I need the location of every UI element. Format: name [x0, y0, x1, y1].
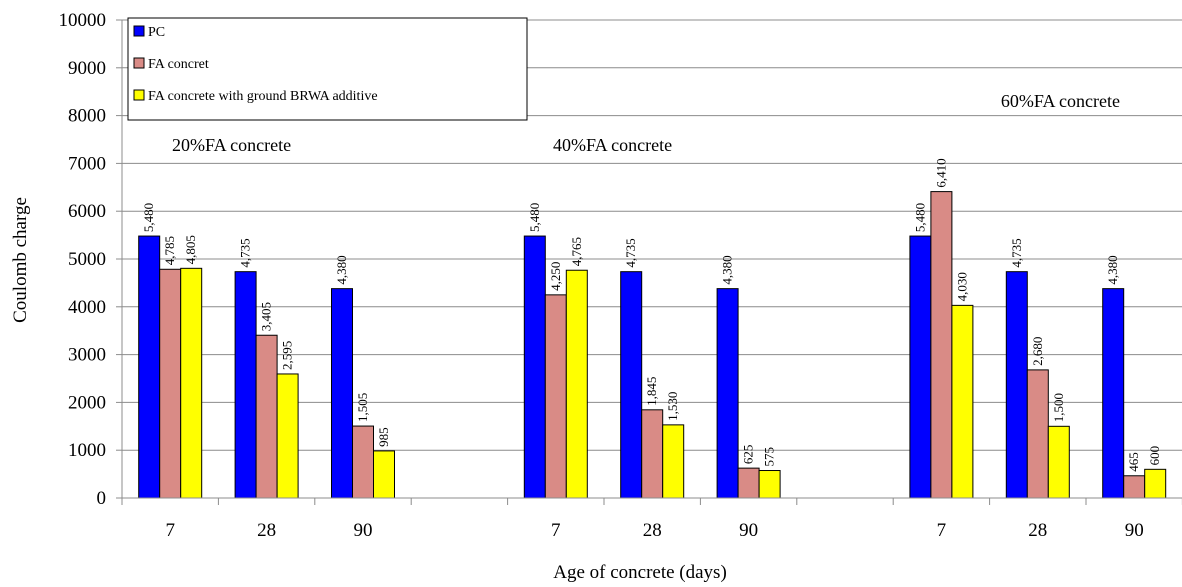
y-axis-title: Coulomb charge — [10, 197, 31, 323]
bar — [1144, 468, 1167, 499]
data-label: 4,250 — [548, 262, 563, 291]
y-tick-label: 9000 — [68, 58, 106, 79]
x-tick-label: 90 — [354, 520, 373, 541]
x-tick-label: 28 — [257, 520, 276, 541]
data-label: 4,380 — [1105, 255, 1120, 284]
y-tick-label: 4000 — [68, 297, 106, 318]
data-label: 5,480 — [527, 203, 542, 232]
data-label: 4,735 — [238, 238, 253, 267]
bar — [331, 288, 353, 499]
bar — [138, 235, 161, 499]
data-label: 2,680 — [1030, 337, 1045, 366]
data-label: 600 — [1147, 446, 1162, 466]
y-tick-label: 1000 — [68, 440, 106, 461]
bar — [159, 268, 182, 499]
data-label: 6,410 — [933, 158, 948, 187]
data-label: 575 — [762, 447, 777, 467]
data-label: 4,785 — [162, 236, 177, 265]
bar — [909, 235, 932, 499]
bar — [255, 334, 278, 499]
legend-label: FA concret — [148, 57, 209, 72]
legend-box — [127, 17, 528, 121]
legend: PC FA concret FA concrete with ground BRWA… — [127, 17, 528, 121]
bar — [620, 271, 643, 499]
bar — [1123, 475, 1146, 499]
labels-layer: 5,480 4,785 4,805 4,735 3,405 2,595 4,380 1,505… — [141, 91, 1162, 472]
x-tick-label: 90 — [739, 520, 758, 541]
legend-swatch — [133, 89, 145, 101]
data-label: 1,845 — [644, 377, 659, 406]
axes: 0 1000 2000 3000 4000 5000 6000 7000 8000 9000 100… — [59, 10, 1182, 541]
bar — [1026, 369, 1049, 499]
legend-swatch — [133, 57, 145, 69]
x-tick-label: 7 — [165, 520, 175, 541]
legend-label: PC — [148, 25, 165, 40]
data-label: 5,480 — [912, 203, 927, 232]
bar — [565, 269, 588, 499]
bar — [641, 409, 664, 499]
bar — [758, 470, 781, 499]
data-label: 4,735 — [1009, 238, 1024, 267]
data-label: 625 — [741, 445, 756, 465]
bar — [523, 235, 546, 499]
data-label: 4,030 — [954, 272, 969, 301]
data-label: 4,805 — [183, 235, 198, 264]
bar — [352, 425, 374, 499]
legend-label: FA concrete with ground BRWA additive — [148, 89, 378, 104]
data-label: 3,405 — [259, 302, 274, 331]
y-tick-label: 3000 — [68, 345, 106, 366]
bar — [951, 304, 974, 499]
x-tick-label: 28 — [643, 520, 662, 541]
y-tick-label: 8000 — [68, 106, 106, 127]
y-tick-label: 5000 — [68, 249, 106, 270]
data-label: 4,735 — [623, 238, 638, 267]
x-tick-label: 7 — [551, 520, 561, 541]
data-label: 985 — [376, 427, 391, 447]
bar — [180, 267, 203, 499]
data-label: 4,380 — [334, 255, 349, 284]
data-label: 4,765 — [569, 237, 584, 266]
data-label: 1,530 — [665, 392, 680, 421]
group-label: 20%FA concrete — [172, 135, 291, 155]
bar — [276, 373, 299, 499]
y-tick-label: 10000 — [59, 10, 107, 31]
y-tick-label: 6000 — [68, 201, 106, 222]
bar — [930, 191, 953, 499]
bar — [373, 450, 395, 499]
gridlines — [122, 19, 1182, 451]
bar — [662, 424, 685, 499]
data-label: 1,505 — [355, 393, 370, 422]
x-tick-label: 28 — [1028, 520, 1047, 541]
bar — [1047, 425, 1070, 499]
x-tick-label: 90 — [1125, 520, 1144, 541]
bars-layer — [138, 191, 1167, 499]
data-label: 2,595 — [280, 341, 295, 370]
data-label: 1,500 — [1051, 393, 1066, 422]
data-label: 4,380 — [720, 255, 735, 284]
bar — [716, 288, 739, 499]
x-tick-label: 7 — [937, 520, 947, 541]
bar — [1005, 271, 1028, 499]
data-label: 5,480 — [141, 203, 156, 232]
y-tick-label: 2000 — [68, 392, 106, 413]
legend-swatch — [133, 25, 145, 37]
group-label: 60%FA concrete — [1001, 91, 1120, 111]
bar — [544, 294, 567, 499]
bar — [1102, 288, 1125, 499]
bar — [737, 467, 760, 499]
x-axis-title: Age of concrete (days) — [553, 562, 727, 583]
y-tick-label: 0 — [97, 488, 107, 509]
y-tick-label: 7000 — [68, 153, 106, 174]
data-label: 465 — [1126, 452, 1141, 472]
bar — [234, 271, 257, 499]
group-label: 40%FA concrete — [553, 135, 672, 155]
